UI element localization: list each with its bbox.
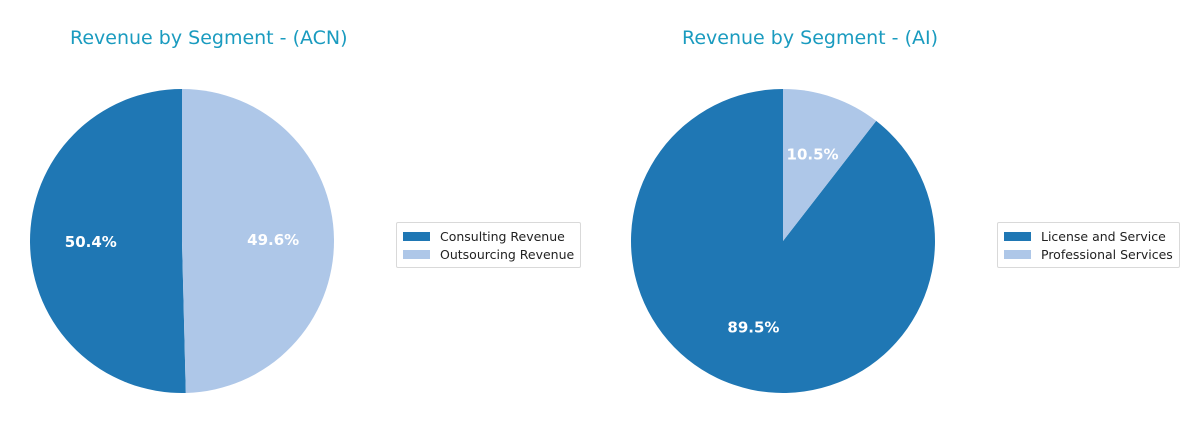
pie-slice <box>783 89 877 241</box>
legend-label: Consulting Revenue <box>440 228 565 244</box>
legend-label: Professional Services <box>1041 246 1173 262</box>
pie-slice <box>182 89 334 393</box>
slice-percent-label: 49.6% <box>247 231 299 249</box>
chart-title-ai: Revenue by Segment - (AI) <box>682 27 938 49</box>
slice-percent-label: 89.5% <box>727 318 779 336</box>
slice-percent-label: 50.4% <box>65 233 117 251</box>
slice-percent-label: 10.5% <box>787 146 839 164</box>
legend-label: Outsourcing Revenue <box>440 246 575 262</box>
pie-slice <box>631 89 936 394</box>
legend-ai: License and Service Professional Service… <box>997 222 1180 268</box>
pie-slice <box>29 89 186 393</box>
legend-item: License and Service <box>1004 227 1173 245</box>
legend-acn: Consulting Revenue Outsourcing Revenue <box>396 222 582 268</box>
legend-swatch <box>1004 249 1031 259</box>
chart-title-acn: Revenue by Segment - (ACN) <box>70 27 348 49</box>
legend-label: License and Service <box>1041 228 1166 244</box>
legend-item: Professional Services <box>1004 245 1173 263</box>
legend-swatch <box>403 231 430 241</box>
pie-ai: 89.5% 10.5% <box>631 89 936 394</box>
legend-swatch <box>1004 231 1031 241</box>
legend-swatch <box>403 249 430 259</box>
legend-item: Outsourcing Revenue <box>403 245 574 263</box>
legend-item: Consulting Revenue <box>403 227 574 245</box>
pie-acn: 50.4% 49.6% <box>29 89 334 393</box>
